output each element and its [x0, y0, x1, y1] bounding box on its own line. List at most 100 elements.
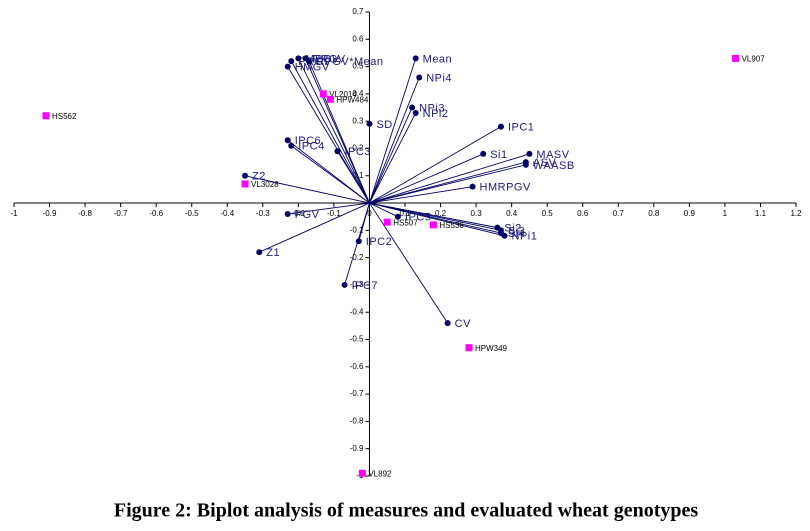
variable-point	[501, 232, 508, 239]
variable-label: IPC4	[298, 141, 324, 153]
x-tick-label: 0.4	[506, 209, 518, 218]
variable-label: ASV	[533, 157, 557, 169]
variable-point	[412, 55, 419, 62]
x-tick-label: -0.5	[185, 209, 199, 218]
loading-vector	[369, 112, 417, 204]
loading-vector	[287, 202, 370, 215]
variable-label: IPC3	[344, 146, 370, 158]
x-tick-label: -1	[10, 209, 18, 218]
variable-label: IPC6	[295, 135, 321, 147]
variable-point	[394, 213, 401, 220]
loading-vector	[369, 202, 449, 324]
x-tick-label: -0.7	[114, 209, 128, 218]
variable-label: PRGV	[298, 56, 331, 68]
variable-label: Si3	[508, 225, 525, 237]
y-tick-label: -0.4	[350, 307, 364, 316]
loading-vector	[290, 145, 370, 204]
loading-vector	[259, 202, 370, 253]
genotype-label: VL3028	[251, 180, 279, 189]
variable-point	[284, 210, 291, 217]
variable-label: Z2	[252, 171, 266, 183]
y-tick-label: -0.1	[350, 225, 364, 234]
genotype-label: VL892	[368, 469, 392, 478]
x-tick-label: 0.2	[435, 209, 447, 218]
variable-label: PGV	[295, 209, 320, 221]
variable-label: IPC2	[366, 236, 392, 248]
x-tick-label: 0	[367, 209, 372, 218]
y-tick-label: 0.2	[352, 144, 364, 153]
variable-point	[526, 150, 533, 157]
loading-vector	[369, 107, 413, 204]
variable-point	[242, 172, 249, 179]
x-tick-label: 1.2	[790, 209, 802, 218]
loading-vector	[369, 164, 526, 204]
variable-point	[284, 137, 291, 144]
loading-vector	[369, 186, 473, 204]
loading-vector	[308, 60, 370, 204]
x-tick-label: -0.8	[78, 209, 92, 218]
variable-point	[416, 74, 423, 81]
variable-point	[480, 150, 487, 157]
x-tick-label: 0.8	[648, 209, 660, 218]
loading-vector	[337, 150, 370, 204]
x-tick-label: -0.6	[149, 209, 163, 218]
loading-vector	[369, 153, 530, 204]
loading-vector	[369, 58, 417, 204]
x-tick-label: 1	[723, 209, 728, 218]
genotype-point	[383, 218, 391, 226]
y-tick-label: -0.8	[350, 417, 364, 426]
genotype-point	[241, 180, 249, 188]
genotype-label: VL907	[742, 55, 766, 64]
genotype-label: HS562	[52, 112, 77, 121]
variable-label: IPC7	[352, 280, 378, 292]
y-tick-label: -0.3	[350, 280, 364, 289]
x-tick-label: 0.6	[577, 209, 589, 218]
loading-vector	[369, 153, 484, 204]
y-tick-label: 0.7	[352, 7, 364, 16]
genotype-label: HS536	[439, 221, 464, 230]
x-tick-label: 0.3	[471, 209, 483, 218]
x-tick-label: -0.9	[43, 209, 57, 218]
variable-point	[497, 123, 504, 130]
variable-label: RPGV	[312, 53, 345, 65]
loading-vector	[344, 202, 370, 286]
variable-point	[409, 104, 416, 111]
loading-vector	[290, 60, 370, 204]
x-tick-label: 0.7	[613, 209, 625, 218]
variable-label: Mean	[423, 53, 453, 65]
genotype-label: HPW484	[336, 95, 369, 104]
x-tick-label: -0.3	[256, 209, 270, 218]
variable-label: IPC1	[508, 122, 534, 134]
variable-label: RPGV*Mean	[316, 56, 383, 68]
variable-label: WAASB	[533, 160, 575, 172]
y-tick-label: -0.2	[350, 253, 364, 262]
variable-label: SD	[376, 119, 392, 131]
x-tick-label: 0.9	[684, 209, 696, 218]
variable-point	[284, 63, 291, 70]
variable-label: NPi3	[419, 102, 445, 114]
variable-label: Si2	[504, 223, 521, 235]
genotype-point	[429, 221, 437, 229]
genotype-point	[319, 90, 327, 98]
loading-vector	[369, 77, 420, 204]
genotype-point	[42, 112, 50, 120]
variable-point	[295, 55, 302, 62]
variable-label: CV	[455, 318, 471, 330]
variable-point	[412, 109, 419, 116]
y-tick-label: 0.1	[352, 171, 364, 180]
genotype-point	[465, 344, 473, 352]
x-tick-label: 0.1	[399, 209, 411, 218]
variable-point	[341, 281, 348, 288]
y-tick-label: -0.6	[350, 362, 364, 371]
x-tick-label: -0.2	[291, 209, 305, 218]
genotype-point	[326, 95, 334, 103]
y-tick-label: 0.3	[352, 116, 364, 125]
x-tick-label: 1.1	[755, 209, 767, 218]
caption: Figure 2: Biplot analysis of measures an…	[114, 500, 698, 522]
loading-vector	[369, 126, 502, 204]
x-tick-label: -0.1	[327, 209, 341, 218]
variable-point	[469, 183, 476, 190]
x-tick-label: 0.5	[542, 209, 554, 218]
variable-point	[444, 320, 451, 327]
variable-point	[288, 142, 295, 149]
